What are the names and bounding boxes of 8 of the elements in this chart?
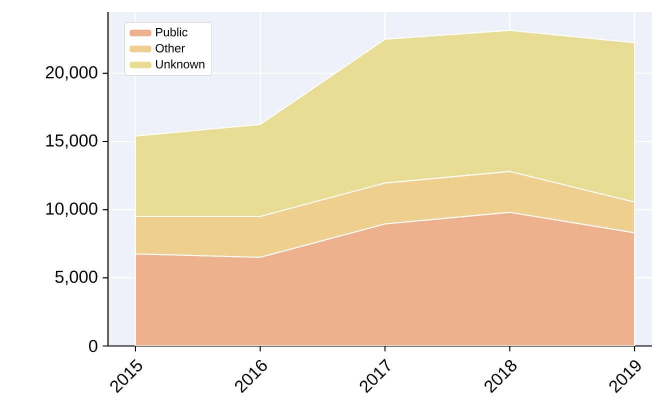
legend-label: Public [156,28,188,36]
y-tick-label: 20,000 [46,66,98,80]
legend-label: Unknown [156,60,204,68]
legend-label: Other [156,44,185,52]
y-tick-label: 10,000 [46,202,98,217]
y-tick-label: 0 [89,340,98,352]
y-tick-label: 15,000 [46,134,98,149]
y-tick-label: 5,000 [55,270,98,285]
